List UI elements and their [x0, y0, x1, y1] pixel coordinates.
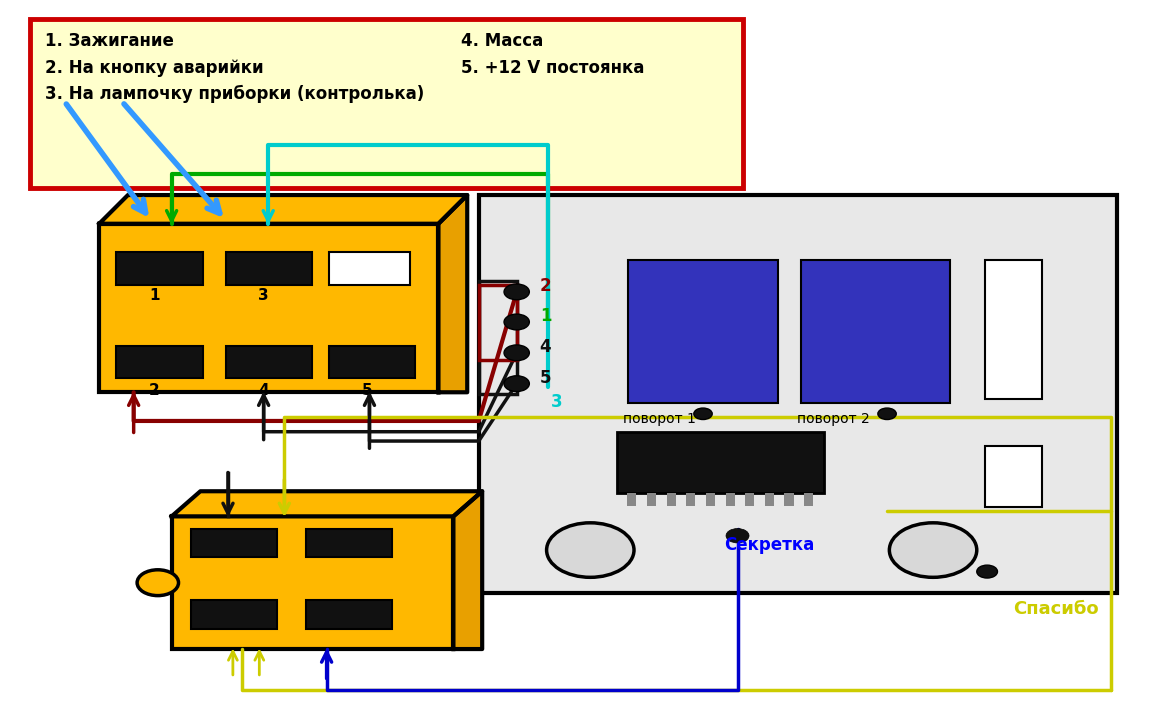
Bar — [307, 528, 392, 557]
Bar — [627, 492, 636, 505]
Text: 2: 2 — [540, 277, 551, 295]
Bar — [191, 528, 278, 557]
Circle shape — [877, 408, 896, 420]
Circle shape — [137, 570, 179, 595]
Text: 3: 3 — [551, 392, 563, 410]
Bar — [172, 516, 453, 649]
Polygon shape — [99, 195, 467, 224]
Text: 4. Масса
5. +12 V постоянка: 4. Масса 5. +12 V постоянка — [461, 32, 645, 76]
Circle shape — [504, 314, 529, 330]
Bar — [666, 492, 676, 505]
Bar — [725, 492, 734, 505]
Circle shape — [889, 523, 977, 577]
Text: 3: 3 — [258, 288, 269, 303]
Circle shape — [694, 408, 713, 420]
Circle shape — [977, 565, 997, 578]
Circle shape — [504, 284, 529, 300]
Bar — [330, 253, 409, 284]
Text: 2: 2 — [149, 383, 160, 398]
Circle shape — [547, 523, 634, 577]
Bar — [801, 260, 950, 403]
Polygon shape — [438, 195, 467, 392]
Bar — [985, 446, 1042, 507]
Bar — [647, 492, 656, 505]
Bar — [617, 432, 823, 492]
Text: 1. Зажигание
2. На кнопку аварийки
3. На лампочку приборки (контролька): 1. Зажигание 2. На кнопку аварийки 3. На… — [45, 32, 424, 103]
Bar — [686, 492, 695, 505]
Bar — [706, 492, 715, 505]
Bar — [804, 492, 813, 505]
FancyBboxPatch shape — [30, 19, 744, 188]
Bar — [307, 600, 392, 629]
Bar — [745, 492, 754, 505]
Text: 4: 4 — [540, 338, 551, 356]
Bar — [330, 346, 415, 378]
Bar — [478, 284, 517, 360]
Bar — [226, 346, 312, 378]
Bar — [116, 346, 203, 378]
Circle shape — [504, 376, 529, 392]
Polygon shape — [453, 491, 482, 649]
Polygon shape — [172, 491, 482, 516]
Circle shape — [504, 345, 529, 361]
Text: поворот 1: поворот 1 — [623, 412, 695, 426]
Bar — [628, 260, 778, 403]
Text: 5: 5 — [540, 369, 551, 387]
Text: Спасибо: Спасибо — [1013, 600, 1099, 618]
Bar — [478, 195, 1117, 593]
Text: 1: 1 — [149, 288, 159, 303]
Text: Секретка: Секретка — [724, 536, 814, 554]
Text: поворот 2: поворот 2 — [798, 412, 871, 426]
Text: 4: 4 — [258, 383, 269, 398]
Bar — [764, 492, 774, 505]
Text: 1: 1 — [540, 307, 551, 325]
Text: 5: 5 — [362, 383, 372, 398]
Bar — [784, 492, 793, 505]
Circle shape — [726, 528, 749, 543]
Bar — [985, 260, 1042, 400]
Bar — [116, 253, 203, 284]
Bar — [191, 600, 278, 629]
Bar — [99, 224, 438, 392]
Bar — [226, 253, 312, 284]
Bar — [478, 281, 517, 395]
